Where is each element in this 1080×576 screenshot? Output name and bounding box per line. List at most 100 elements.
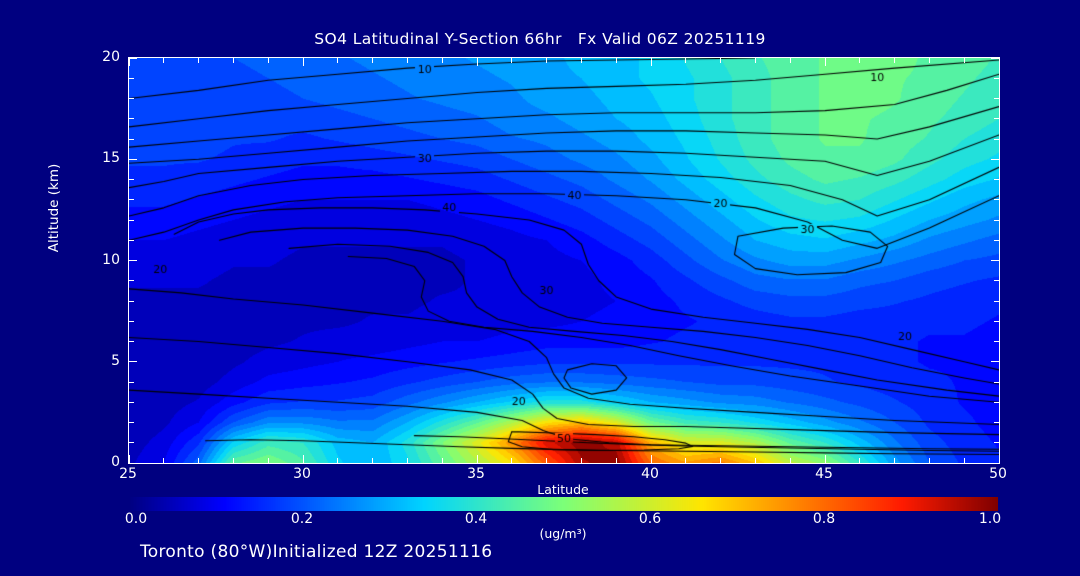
x-tick-mark: [998, 455, 999, 463]
y-axis-label: Altitude (km): [46, 163, 62, 253]
x-tick-mark: [754, 458, 756, 463]
plot-area: [128, 57, 1000, 464]
x-tick-mark: [232, 458, 234, 463]
x-tick-mark: [859, 58, 861, 63]
x-tick-mark: [476, 455, 478, 463]
x-tick-mark: [789, 458, 791, 463]
x-tick-mark: [928, 458, 930, 463]
x-tick-mark: [894, 458, 896, 463]
x-tick-mark: [615, 58, 617, 63]
colorbar-tick-label: 0.8: [812, 511, 836, 527]
y-tick-mark: [129, 179, 134, 180]
y-tick-mark: [129, 280, 134, 282]
y-tick-mark: [994, 179, 999, 180]
y-tick-label: 0: [111, 454, 120, 470]
x-tick-mark: [129, 455, 130, 463]
x-tick-mark: [267, 458, 269, 463]
x-tick-mark: [406, 458, 408, 463]
y-tick-mark: [129, 462, 137, 463]
x-tick-mark: [894, 58, 896, 63]
x-tick-mark: [441, 58, 443, 63]
colorbar-tick-label: 0.6: [638, 511, 662, 527]
x-tick-mark: [963, 58, 965, 63]
x-tick-mark: [685, 58, 687, 63]
x-tick-mark: [650, 455, 652, 463]
colorbar-ticks: 0.0 0.2 0.4 0.6 0.8 1.0: [124, 511, 1002, 531]
y-tick-mark: [129, 361, 137, 363]
x-tick-mark: [476, 58, 478, 66]
colorbar-tick-label: 1.0: [978, 511, 1002, 527]
x-tick-mark: [789, 58, 791, 63]
colorbar-gradient: [128, 497, 998, 511]
x-tick-mark: [372, 458, 374, 463]
x-tick-mark: [928, 58, 930, 63]
x-tick-mark: [720, 58, 722, 63]
x-tick-mark: [163, 58, 165, 63]
y-tick-mark: [129, 98, 134, 99]
x-tick-mark: [963, 458, 965, 463]
x-tick-mark: [824, 58, 826, 66]
x-tick-label: 40: [641, 466, 659, 482]
y-tick-mark: [994, 199, 999, 201]
y-tick-mark: [994, 98, 999, 99]
y-tick-mark: [129, 58, 137, 59]
y-tick-label: 20: [102, 49, 120, 65]
x-tick-mark: [372, 58, 374, 63]
y-tick-mark: [991, 158, 999, 160]
y-tick-mark: [994, 280, 999, 282]
x-tick-mark: [998, 58, 999, 66]
y-tick-mark: [129, 341, 134, 342]
y-tick-mark: [994, 401, 999, 403]
colorbar-tick-label: 0.0: [124, 511, 148, 527]
x-tick-mark: [511, 458, 513, 463]
y-tick-mark: [129, 239, 134, 241]
y-tick-mark: [129, 422, 134, 423]
y-tick-mark: [994, 138, 999, 140]
x-tick-mark: [546, 458, 548, 463]
x-tick-mark: [302, 455, 304, 463]
x-tick-mark: [580, 58, 582, 63]
x-tick-label: 35: [467, 466, 485, 482]
x-tick-mark: [720, 458, 722, 463]
y-tick-mark: [991, 462, 999, 463]
y-tick-mark: [129, 381, 134, 383]
y-tick-label: 5: [111, 352, 120, 369]
x-tick-mark: [232, 58, 234, 63]
colorbar-units-label: (ug/m³): [539, 526, 587, 541]
y-tick-mark: [991, 58, 999, 59]
x-tick-label: 25: [119, 466, 137, 482]
y-tick-mark: [129, 320, 134, 322]
y-tick-mark: [129, 138, 134, 140]
x-axis-ticks: 25 30 35 40 45 50: [119, 466, 1007, 488]
y-tick-mark: [129, 158, 137, 160]
colorbar: [128, 497, 998, 511]
x-tick-mark: [406, 58, 408, 63]
y-tick-mark: [994, 442, 999, 444]
x-tick-mark: [337, 58, 339, 63]
colorbar-tick-label: 0.4: [464, 511, 488, 527]
x-tick-mark: [546, 58, 548, 63]
x-axis-label: Latitude: [537, 482, 589, 497]
colorbar-tick-label: 0.2: [290, 511, 314, 527]
y-tick-mark: [129, 442, 134, 444]
y-tick-mark: [129, 199, 134, 201]
x-tick-mark: [337, 458, 339, 463]
y-tick-mark: [994, 381, 999, 383]
chart-title: SO4 Latitudinal Y-Section 66hr Fx Valid …: [314, 30, 766, 48]
y-tick-mark: [129, 260, 137, 261]
x-tick-mark: [580, 458, 582, 463]
x-tick-mark: [302, 58, 304, 66]
y-tick-mark: [994, 118, 999, 120]
y-axis-ticks: 0 5 10 15 20: [88, 49, 120, 470]
y-tick-label: 15: [102, 150, 120, 167]
x-tick-mark: [650, 58, 652, 66]
x-tick-label: 45: [815, 466, 833, 482]
x-tick-mark: [198, 458, 200, 463]
y-tick-mark: [994, 320, 999, 322]
y-tick-mark: [129, 300, 134, 302]
y-tick-mark: [994, 239, 999, 241]
y-tick-mark: [129, 219, 134, 221]
y-tick-mark: [991, 361, 999, 363]
x-tick-mark: [198, 58, 200, 63]
